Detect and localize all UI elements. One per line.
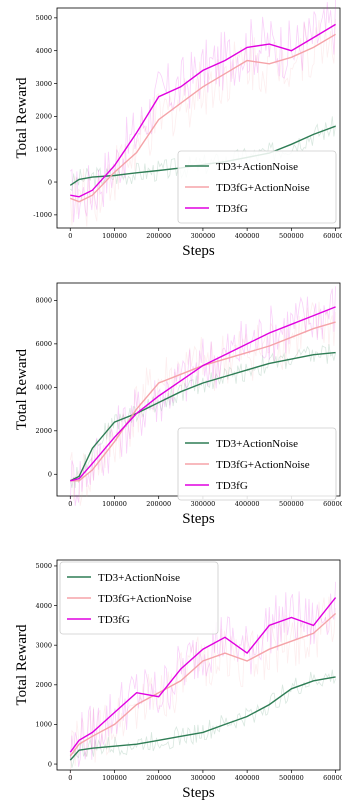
legend-label: TD3fG+ActionNoise <box>216 182 310 194</box>
y-tick-label: 3000 <box>35 80 52 88</box>
x-tick-label: 500000 <box>279 232 304 240</box>
y-tick-label: 8000 <box>35 297 52 305</box>
x-axis-title: Steps <box>182 243 215 259</box>
series-noise-band <box>69 596 336 781</box>
series-noise-band <box>69 19 336 227</box>
y-tick-label: 0 <box>48 178 52 186</box>
series-line-3 <box>70 23 336 198</box>
y-tick-label: 1000 <box>35 145 52 153</box>
y-tick-label: 0 <box>48 471 52 479</box>
y-tick-label: 4000 <box>35 47 52 55</box>
x-tick-label: 500000 <box>279 500 304 508</box>
y-tick-label: 6000 <box>35 340 52 348</box>
series-line-3 <box>70 306 336 482</box>
y-tick-label: 2000 <box>35 113 52 121</box>
y-tick-label: 4000 <box>35 384 52 392</box>
y-tick-label: 1000 <box>35 721 52 729</box>
legend: TD3+ActionNoise TD3fG+ActionNoise TD3fG <box>59 561 219 635</box>
legend: TD3+ActionNoise TD3fG+ActionNoise TD3fG <box>177 427 337 501</box>
x-tick-label: 100000 <box>102 232 127 240</box>
x-tick-label: 200000 <box>146 232 171 240</box>
x-tick-label: 0 <box>68 232 72 240</box>
x-axis-title: Steps <box>182 785 215 801</box>
legend-label: TD3fG+ActionNoise <box>216 459 310 471</box>
x-tick-label: 0 <box>68 500 72 508</box>
legend-label: TD3fG <box>216 480 248 492</box>
y-axis-title: Total Reward <box>14 349 30 431</box>
legend-label: TD3fG+ActionNoise <box>98 593 192 605</box>
x-tick-label: 200000 <box>146 500 171 508</box>
legend-label: TD3+ActionNoise <box>98 572 180 584</box>
series-noise-band <box>69 669 336 768</box>
legend-label: TD3fG <box>98 614 130 626</box>
x-tick-label: 100000 <box>102 774 127 782</box>
legend-box <box>59 561 219 635</box>
y-tick-label: 3000 <box>35 641 52 649</box>
y-tick-label: 2000 <box>35 681 52 689</box>
x-tick-label: 300000 <box>191 232 216 240</box>
x-tick-label: 500000 <box>279 774 304 782</box>
plot-frame <box>56 559 341 771</box>
x-tick-label: 0 <box>68 774 72 782</box>
y-tick-label: 0 <box>48 760 52 768</box>
legend: TD3+ActionNoise TD3fG+ActionNoise TD3fG <box>177 150 337 224</box>
series-line-1 <box>69 676 336 761</box>
series-line-2 <box>70 33 336 203</box>
y-axis-title: Total Reward <box>14 77 30 159</box>
y-tick-label: -1000 <box>33 211 52 219</box>
legend-box <box>177 150 337 224</box>
x-tick-label: 100000 <box>102 500 127 508</box>
x-tick-label: 400000 <box>235 500 260 508</box>
y-tick-label: 5000 <box>35 14 52 22</box>
series-noise-band <box>69 343 336 488</box>
y-axis-title: Total Reward <box>14 624 30 706</box>
legend-label: TD3+ActionNoise <box>216 438 298 450</box>
legend-label: TD3+ActionNoise <box>216 161 298 173</box>
x-tick-label: 300000 <box>191 774 216 782</box>
x-tick-label: 200000 <box>146 774 171 782</box>
series-line-2 <box>69 612 337 757</box>
legend-label: TD3fG <box>216 203 248 215</box>
y-tick-label: 2000 <box>35 427 52 435</box>
y-tick-label: 5000 <box>35 562 52 570</box>
series-line-2 <box>70 321 336 482</box>
y-tick-label: 4000 <box>35 602 52 610</box>
x-axis-title: Steps <box>182 511 215 527</box>
legend-box <box>177 427 337 501</box>
series-noise-band <box>69 581 336 767</box>
series-line-3 <box>69 597 337 753</box>
x-tick-label: 400000 <box>235 774 260 782</box>
series-noise-band <box>69 286 336 506</box>
x-tick-label: 300000 <box>191 500 216 508</box>
plot-frame <box>56 7 341 229</box>
series-line-1 <box>69 351 336 482</box>
x-tick-label: 400000 <box>235 232 260 240</box>
